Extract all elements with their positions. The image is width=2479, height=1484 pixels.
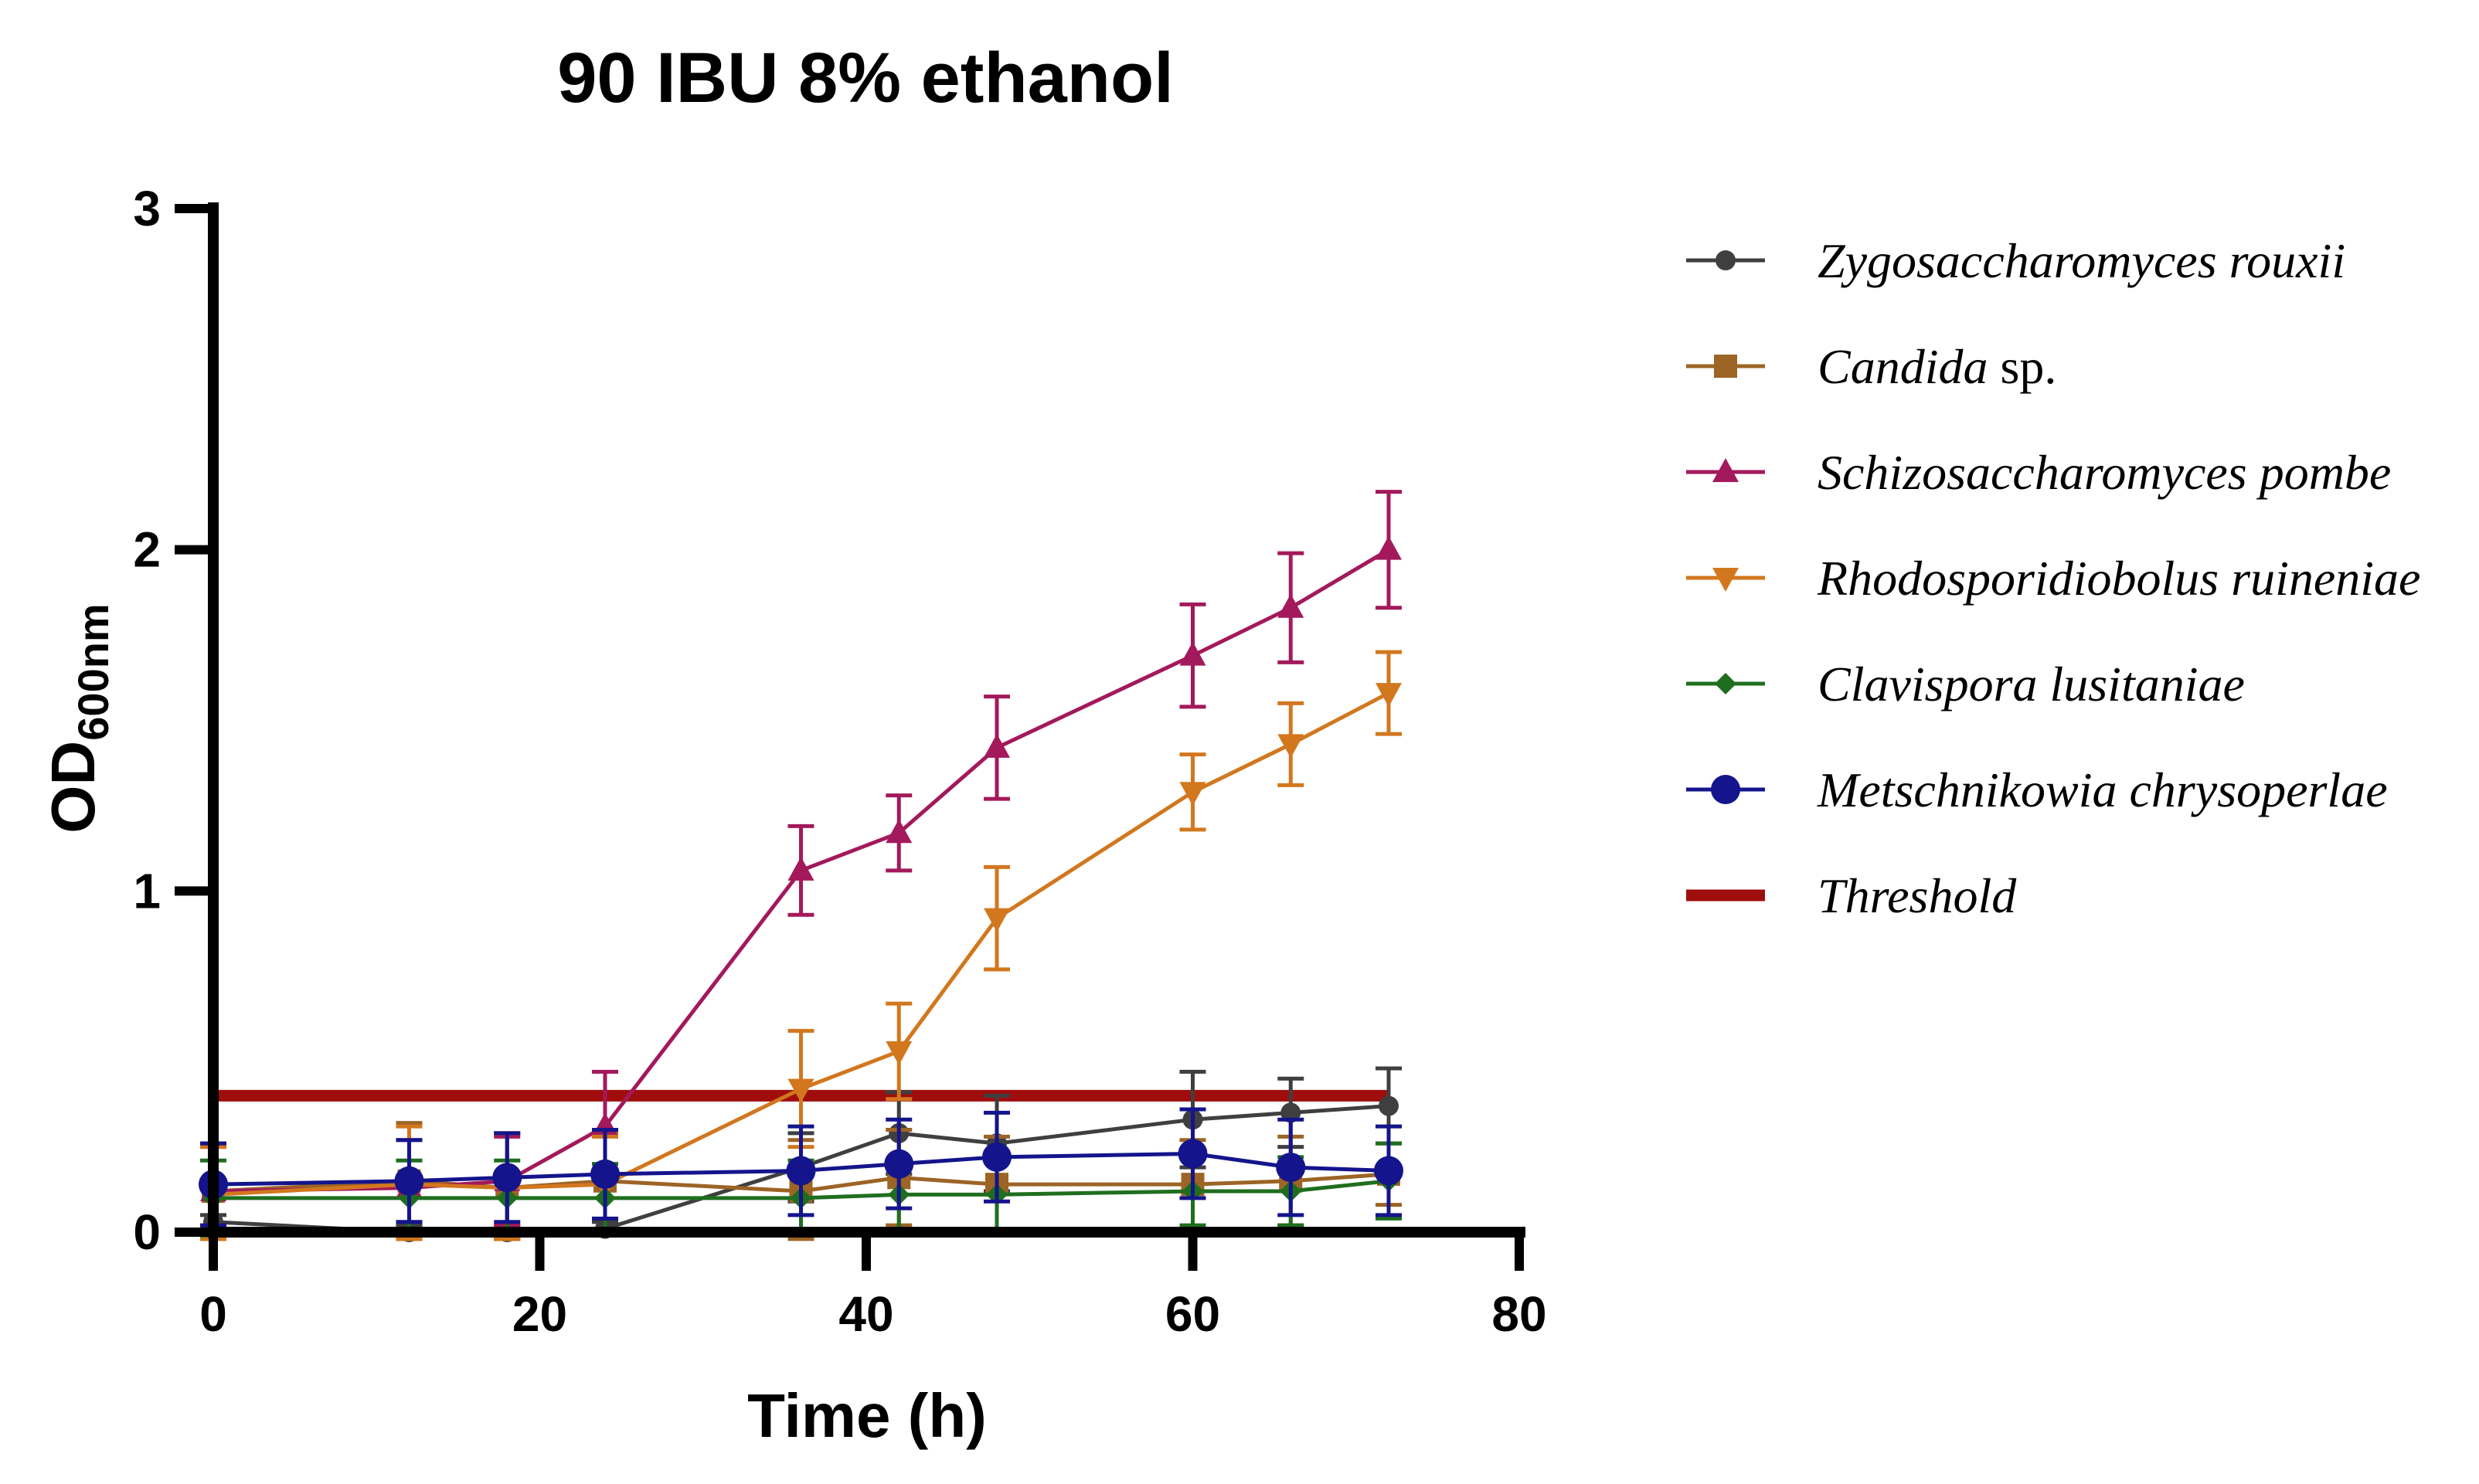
legend-item-metschnikowia-chrysoperlae: Metschnikowia chrysoperlae xyxy=(1686,762,2388,817)
legend-label-plain: sp. xyxy=(1988,339,2056,394)
data-point xyxy=(787,856,814,881)
x-tick-label: 0 xyxy=(199,1286,227,1342)
x-tick-label: 60 xyxy=(1165,1286,1220,1342)
legend-marker xyxy=(1712,458,1739,482)
legend-label-italic: Schizosaccharomyces pombe xyxy=(1818,445,2391,500)
data-point xyxy=(886,1041,913,1065)
data-point xyxy=(1178,1139,1208,1169)
data-point xyxy=(786,1156,816,1186)
data-point xyxy=(984,733,1010,758)
legend-marker xyxy=(1716,250,1736,270)
legend-label-italic: Zygosaccharomyces rouxii xyxy=(1818,233,2345,288)
data-point xyxy=(1179,641,1206,666)
legend-marker xyxy=(1711,775,1740,804)
legend-marker xyxy=(1714,355,1737,378)
chart-title: 90 IBU 8% ethanol xyxy=(557,39,1174,117)
legend-label-italic: Candida xyxy=(1818,339,1988,394)
legend-label: Clavispora lusitaniae xyxy=(1818,657,2245,711)
legend-label: Metschnikowia chrysoperlae xyxy=(1817,762,2388,817)
y-axis-label-subscript: 600nm xyxy=(69,603,117,740)
series-line xyxy=(213,691,1390,1197)
legend-label: Threshold xyxy=(1818,868,2017,923)
legend-label: Zygosaccharomyces rouxii xyxy=(1818,233,2345,288)
data-point xyxy=(394,1166,424,1196)
x-tick-label: 20 xyxy=(512,1286,567,1342)
legend-item-threshold: Threshold xyxy=(1686,868,2017,923)
data-point xyxy=(1376,683,1402,708)
x-tick-label: 40 xyxy=(838,1286,893,1342)
data-point xyxy=(1179,782,1206,807)
legend-item-schizosaccharomyces-pombe: Schizosaccharomyces pombe xyxy=(1686,445,2391,500)
legend-marker xyxy=(1715,673,1736,694)
legend: Zygosaccharomyces rouxii Candida sp. Schiz… xyxy=(1686,233,2420,923)
data-point xyxy=(1379,1095,1399,1116)
y-axis-label-main: OD xyxy=(39,741,107,834)
y-tick-label: 2 xyxy=(133,522,161,578)
legend-label-italic: Metschnikowia chrysoperlae xyxy=(1817,762,2388,817)
axes xyxy=(208,202,1525,1238)
legend-label-italic: Rhodosporidiobolus ruineniae xyxy=(1817,551,2420,606)
data-point xyxy=(590,1159,620,1189)
x-tick-label: 80 xyxy=(1491,1286,1546,1342)
legend-item-clavispora-lusitaniae: Clavispora lusitaniae xyxy=(1686,657,2245,711)
x-axis-label: Time (h) xyxy=(747,1381,987,1450)
series-metschnikowia-chrysoperlae xyxy=(199,1107,1403,1228)
legend-label: Rhodosporidiobolus ruineniae xyxy=(1817,551,2420,606)
ticks: 0 20 40 60 80 0 1 2 3 xyxy=(133,181,1546,1342)
data-point xyxy=(1277,734,1304,759)
y-axis-label: OD600nm xyxy=(39,603,117,833)
legend-item-candida-sp: Candida sp. xyxy=(1686,339,2056,394)
y-tick-label: 0 xyxy=(133,1204,161,1260)
legend-label-italic: Clavispora lusitaniae xyxy=(1818,657,2245,711)
data-point xyxy=(1374,1156,1403,1186)
data-point xyxy=(1276,1153,1306,1183)
legend-item-rhodosporidiobolus-ruineniae: Rhodosporidiobolus ruineniae xyxy=(1686,551,2420,606)
data-point xyxy=(492,1163,522,1193)
data-point xyxy=(884,1149,914,1179)
data-point xyxy=(984,908,1010,932)
legend-marker xyxy=(1712,568,1739,592)
series-line xyxy=(213,1179,1389,1200)
data-point xyxy=(1376,535,1402,560)
y-tick-label: 3 xyxy=(133,181,161,236)
data-point xyxy=(982,1142,1012,1172)
legend-item-zygosaccharomyces-rouxii: Zygosaccharomyces rouxii xyxy=(1686,233,2345,288)
data-point xyxy=(787,1078,814,1103)
legend-label: Schizosaccharomyces pombe xyxy=(1818,445,2391,500)
series-layer xyxy=(199,490,1403,1242)
data-point xyxy=(886,819,913,844)
data-point xyxy=(1277,593,1304,618)
series-line xyxy=(213,1151,1389,1187)
y-tick-label: 1 xyxy=(133,863,161,919)
legend-label: Candida sp. xyxy=(1818,339,2056,394)
